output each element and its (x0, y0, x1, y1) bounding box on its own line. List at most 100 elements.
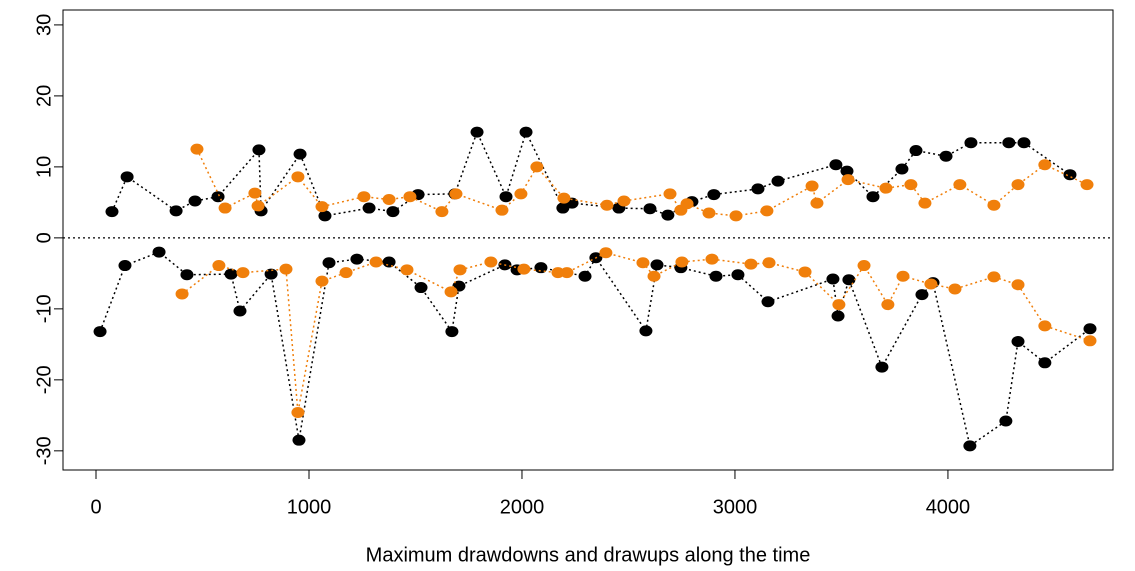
point (643, 203, 657, 215)
y-tick-label: 0 (33, 232, 55, 243)
point (382, 194, 396, 206)
series-line (99, 251, 1091, 448)
x-tick-label: 0 (90, 496, 101, 518)
point (169, 205, 183, 217)
point (369, 256, 383, 268)
point (339, 267, 353, 279)
point (315, 275, 329, 287)
point (1011, 179, 1025, 191)
point (857, 260, 871, 272)
plot-box (62, 9, 1114, 471)
point (599, 247, 613, 259)
x-tick-label: 4000 (926, 496, 971, 518)
series-line (196, 148, 1088, 217)
point (495, 204, 509, 216)
point (484, 256, 498, 268)
point (293, 148, 307, 160)
point (180, 269, 194, 281)
point (661, 209, 675, 221)
point (386, 206, 400, 218)
point (175, 288, 189, 300)
point (939, 150, 953, 162)
point (831, 310, 845, 322)
point (435, 206, 449, 218)
point (647, 270, 661, 282)
x-tick-label: 1000 (287, 496, 332, 518)
point (517, 263, 531, 275)
point (909, 145, 923, 157)
point (400, 264, 414, 276)
y-tick-label: 30 (33, 14, 55, 36)
point (118, 260, 132, 272)
point (514, 188, 528, 200)
y-tick-label: 10 (33, 156, 55, 178)
point (292, 434, 306, 446)
point (904, 179, 918, 191)
point (650, 259, 664, 271)
point (318, 210, 332, 222)
point (744, 258, 758, 270)
point (188, 195, 202, 207)
y-tick-label: -30 (33, 436, 55, 465)
point (251, 200, 265, 212)
point (499, 191, 513, 203)
x-axis-label: Maximum drawdowns and drawups along the … (366, 544, 811, 566)
point (771, 175, 785, 187)
point (832, 299, 846, 311)
point (617, 195, 631, 207)
point (805, 180, 819, 192)
point (702, 207, 716, 219)
point (1038, 320, 1052, 332)
point (557, 192, 571, 204)
point (105, 206, 119, 218)
point (798, 266, 812, 278)
point (761, 296, 775, 308)
point (639, 325, 653, 337)
point (866, 191, 880, 203)
point (403, 191, 417, 203)
point (709, 270, 723, 282)
point (224, 268, 238, 280)
point (470, 126, 484, 138)
point (915, 289, 929, 301)
point (663, 188, 677, 200)
point (751, 183, 765, 195)
y-tick-label: -20 (33, 365, 55, 394)
point (964, 137, 978, 149)
point (705, 253, 719, 265)
point (519, 126, 533, 138)
point (636, 257, 650, 269)
point (896, 270, 910, 282)
y-tick-label: -10 (33, 294, 55, 323)
x-tick-label: 2000 (500, 496, 545, 518)
point (842, 274, 856, 286)
point (1080, 179, 1094, 191)
point (875, 361, 889, 373)
point (530, 161, 544, 173)
point (120, 171, 134, 183)
point (211, 191, 225, 203)
point (879, 182, 893, 194)
point (279, 263, 293, 275)
point (987, 199, 1001, 211)
point (841, 174, 855, 186)
point (731, 269, 745, 281)
point (881, 299, 895, 311)
point (1038, 357, 1052, 369)
point (675, 256, 689, 268)
point (252, 144, 266, 156)
point (1017, 137, 1031, 149)
point (762, 257, 776, 269)
point (600, 199, 614, 211)
point (810, 197, 824, 209)
point (1011, 279, 1025, 291)
point (948, 283, 962, 295)
point (1038, 159, 1052, 171)
y-tick-label: 20 (33, 85, 55, 107)
point (534, 262, 548, 274)
point (248, 187, 262, 199)
point (190, 143, 204, 155)
point (152, 246, 166, 258)
point (1002, 137, 1016, 149)
